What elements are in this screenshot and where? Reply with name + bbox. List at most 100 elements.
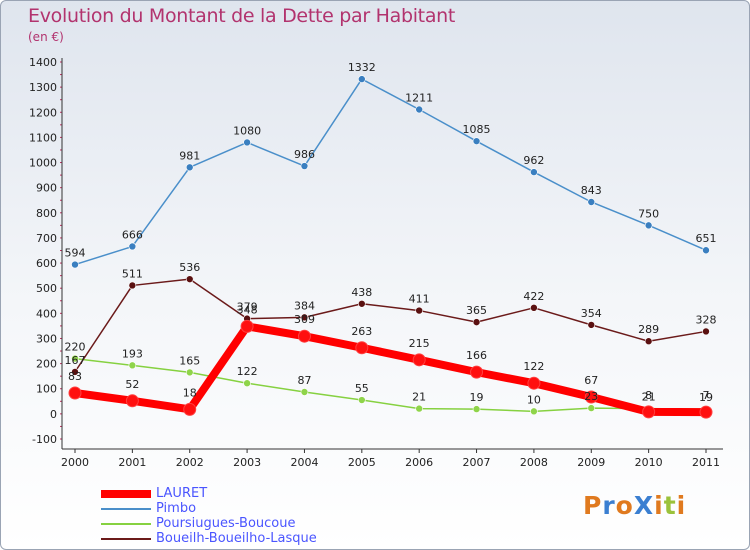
data-label: 962: [523, 154, 544, 167]
data-point: [185, 275, 194, 283]
data-label: 328: [696, 313, 717, 326]
data-point: [128, 281, 137, 290]
series-layer: [68, 75, 713, 419]
series-line-3: [74, 278, 707, 373]
legend-label: Pimbo: [156, 501, 197, 516]
data-label: 422: [523, 290, 544, 303]
logo-letter: i: [676, 491, 687, 520]
data-point: [358, 299, 366, 308]
chart-title: Evolution du Montant de la Dette par Hab…: [28, 5, 456, 27]
data-point: [584, 390, 598, 404]
legend-swatch: [101, 508, 151, 510]
data-label: 438: [351, 286, 372, 299]
data-label: 55: [355, 382, 369, 395]
x-tick-label: 2010: [635, 456, 663, 469]
axes: -100 0 100 200 300 400 500 600 700 800 900 1000 1100…: [29, 56, 723, 469]
legend-label: LAURET: [156, 486, 208, 501]
data-point: [300, 313, 309, 322]
data-point: [300, 162, 309, 170]
data-label: 986: [294, 148, 315, 161]
data-point: [472, 405, 481, 413]
data-label: 843: [581, 184, 602, 197]
data-label: 19: [699, 391, 713, 404]
data-point: [68, 386, 82, 400]
data-point: [527, 376, 541, 390]
legend-swatch: [101, 538, 151, 540]
data-label: 411: [409, 293, 430, 306]
data-label: 384: [294, 299, 315, 312]
y-tick-label: 0: [50, 408, 57, 421]
data-point: [183, 402, 197, 416]
data-point: [415, 105, 423, 114]
data-point: [699, 405, 713, 419]
data-label: 750: [638, 207, 659, 220]
x-tick-label: 2003: [233, 456, 261, 469]
data-point: [71, 368, 79, 376]
data-point: [644, 337, 653, 346]
y-tick-label: 1100: [29, 131, 57, 144]
data-point: [71, 260, 79, 269]
data-label: 536: [179, 261, 200, 274]
data-label: 981: [179, 149, 200, 162]
data-point: [587, 321, 596, 329]
data-point: [358, 75, 366, 83]
data-point: [300, 388, 309, 396]
data-point: [530, 407, 538, 416]
data-label: 1080: [233, 124, 261, 137]
legend-label: Boueilh-Boueilho-Lasque: [156, 531, 317, 546]
x-tick-label: 2006: [405, 456, 433, 469]
x-tick-label: 2009: [577, 456, 605, 469]
x-tick-label: 2011: [692, 456, 720, 469]
data-label: 379: [237, 301, 258, 314]
data-point: [243, 379, 251, 388]
y-tick-label: 600: [36, 257, 57, 270]
data-point: [240, 319, 254, 333]
data-label: 220: [65, 341, 86, 354]
data-point: [642, 405, 656, 419]
data-label: 18: [183, 386, 197, 399]
series-line-1: [74, 78, 707, 266]
data-label: 122: [523, 360, 544, 373]
data-label: 651: [696, 232, 717, 245]
data-label: 666: [122, 228, 143, 241]
data-label: 23: [584, 390, 598, 403]
data-point: [702, 327, 710, 336]
x-tick-label: 2005: [348, 456, 376, 469]
data-point: [71, 354, 79, 363]
x-tick-label: 2004: [290, 456, 318, 469]
data-point: [355, 341, 369, 355]
data-label: 166: [466, 349, 487, 362]
data-label: 52: [125, 378, 139, 391]
data-point: [297, 329, 311, 343]
data-label: 309: [294, 313, 315, 326]
data-point: [128, 361, 137, 370]
y-tick-label: 700: [36, 232, 57, 245]
data-point: [702, 246, 710, 255]
proxiti-logo: ProXiti: [583, 491, 686, 520]
legend-label: Poursiugues-Boucoue: [156, 516, 296, 531]
data-label: 1085: [463, 123, 491, 136]
data-point: [530, 168, 538, 176]
y-tick-label: 1300: [29, 81, 57, 94]
data-point: [415, 404, 423, 413]
x-tick-label: 2001: [118, 456, 146, 469]
data-label: 19: [470, 391, 484, 404]
x-tick-label: 2000: [61, 456, 89, 469]
data-label: 354: [581, 307, 602, 320]
logo-letter: i: [654, 491, 664, 520]
data-label: 21: [412, 391, 426, 404]
data-label: 1332: [348, 61, 376, 74]
logo-letter: o: [615, 491, 634, 520]
data-label: 7: [703, 389, 710, 402]
data-label: 167: [65, 354, 86, 367]
series-line-2: [74, 357, 707, 413]
data-label: 165: [179, 354, 200, 367]
data-label: 83: [68, 370, 82, 383]
data-label: 289: [638, 323, 659, 336]
data-point: [587, 198, 596, 206]
y-tick-label: 900: [36, 182, 57, 195]
y-tick-label: 200: [36, 358, 57, 371]
data-point: [412, 353, 426, 367]
